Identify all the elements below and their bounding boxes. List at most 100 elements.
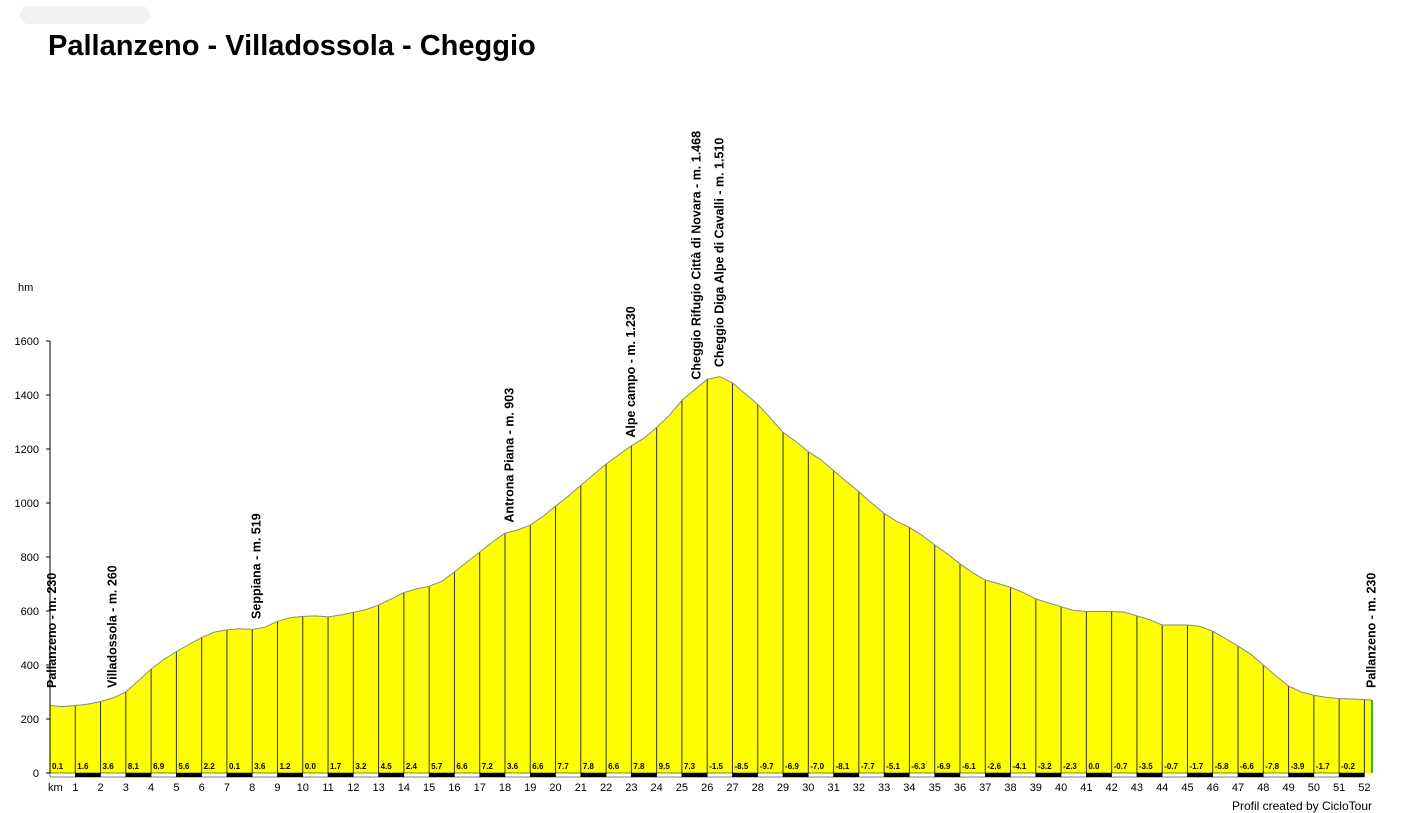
km-band-segment (226, 772, 253, 778)
x-tick-label: 16 (448, 782, 460, 794)
location-label: Pallanzeno - m. 230 (45, 573, 59, 688)
km-band-segment (201, 772, 228, 778)
x-tick-label: 14 (398, 782, 410, 794)
km-band-segment (504, 772, 531, 778)
location-label: Villadossola - m. 260 (106, 565, 120, 688)
x-tick-label: 36 (954, 782, 966, 794)
km-band-segment (302, 772, 329, 778)
gradient-label: -9.7 (760, 762, 774, 771)
gradient-label: 8.1 (128, 762, 140, 771)
x-tick-label: 23 (625, 782, 637, 794)
x-tick-label: 2 (97, 782, 103, 794)
x-tick-label: 31 (827, 782, 839, 794)
location-label: Seppiana - m. 519 (250, 513, 264, 619)
gradient-label: -6.3 (911, 762, 925, 771)
gradient-label: -5.8 (1215, 762, 1229, 771)
gradient-label: -2.3 (1063, 762, 1077, 771)
gradient-label: -7.0 (810, 762, 824, 771)
gradient-label: -3.9 (1291, 762, 1305, 771)
km-band-segment (353, 772, 379, 778)
gradient-label: -7.7 (861, 762, 875, 771)
gradient-label: 5.7 (431, 762, 443, 771)
chart-title: Pallanzeno - Villadossola - Cheggio (48, 30, 536, 62)
km-band-segment (909, 772, 935, 778)
km-band-segment (1035, 772, 1062, 778)
x-axis-label: km (48, 782, 63, 794)
location-label: Antrona Piana - m. 903 (503, 388, 517, 523)
x-tick-label: 48 (1257, 782, 1269, 794)
location-label: Cheggio Diga Alpe di Cavalli - m. 1.510 (712, 138, 726, 368)
x-tick-label: 45 (1181, 782, 1193, 794)
elevation-line (49, 376, 1373, 708)
x-tick-label: 18 (499, 782, 511, 794)
gradient-label: 3.6 (103, 762, 115, 771)
y-tick-label: 0 (33, 768, 39, 780)
km-band-segment (327, 772, 354, 778)
y-tick-label: 1000 (15, 498, 39, 510)
x-tick-label: 38 (1004, 782, 1016, 794)
gradient-label: 7.8 (583, 762, 595, 771)
x-tick-label: 35 (929, 782, 941, 794)
gradient-label: 0.1 (52, 762, 64, 771)
y-tick-label: 600 (21, 606, 39, 618)
gradient-label: 1.6 (77, 762, 89, 771)
km-band-segment (959, 772, 986, 778)
x-tick-label: 39 (1030, 782, 1042, 794)
gradient-label: -1.7 (1189, 762, 1203, 771)
gradient-label: -1.5 (709, 762, 723, 771)
km-band-segment (1313, 772, 1340, 778)
x-tick-label: 41 (1080, 782, 1092, 794)
x-tick-label: 26 (701, 782, 713, 794)
gradient-label: -8.5 (734, 762, 748, 771)
km-band-segment (176, 772, 202, 778)
km-band-segment (934, 772, 961, 778)
gradient-label: 3.2 (355, 762, 367, 771)
x-tick-label: 34 (903, 782, 915, 794)
x-tick-label: 20 (549, 782, 561, 794)
gradient-label: -7.8 (1265, 762, 1279, 771)
km-band-segment (1161, 772, 1188, 778)
gradient-label: 6.6 (532, 762, 544, 771)
y-axis-label: hm (18, 282, 33, 294)
x-tick-label: 47 (1232, 782, 1244, 794)
km-band-segment (605, 772, 632, 778)
km-band-segment (277, 772, 304, 778)
x-tick-label: 30 (802, 782, 814, 794)
km-band-segment (49, 772, 76, 778)
km-band-segment (555, 772, 582, 778)
x-tick-label: 42 (1106, 782, 1118, 794)
x-tick-label: 15 (423, 782, 435, 794)
gradient-label: -3.2 (1038, 762, 1052, 771)
km-band-segment (631, 772, 657, 778)
km-band-segment (403, 772, 430, 778)
km-band-segment (1212, 772, 1239, 778)
x-tick-label: 24 (651, 782, 663, 794)
x-tick-label: 33 (878, 782, 890, 794)
km-band-segment (75, 772, 101, 778)
km-band-segment (1338, 772, 1365, 778)
y-tick-label: 400 (21, 660, 39, 672)
km-band-segment (251, 772, 278, 778)
km-band-segment (1060, 772, 1087, 778)
x-tick-label: 12 (347, 782, 359, 794)
header-smudge (20, 6, 150, 24)
gradient-label: 1.7 (330, 762, 342, 771)
km-band-segment (150, 772, 177, 778)
x-tick-label: 32 (853, 782, 865, 794)
km-band-segment (1263, 772, 1289, 778)
x-tick-label: 50 (1308, 782, 1320, 794)
km-band-segment (757, 772, 784, 778)
y-tick-label: 1400 (15, 390, 39, 402)
gradient-label: 2.4 (406, 762, 418, 771)
km-band-segment (1288, 772, 1315, 778)
km-band-segment (883, 772, 910, 778)
gradient-label: 7.8 (633, 762, 645, 771)
km-band-segment (985, 772, 1011, 778)
x-tick-label: 51 (1333, 782, 1345, 794)
x-tick-label: 10 (297, 782, 309, 794)
x-tick-label: 25 (676, 782, 688, 794)
x-tick-label: 11 (322, 782, 333, 794)
gradient-label: -6.1 (962, 762, 976, 771)
gradient-label: -6.9 (937, 762, 951, 771)
